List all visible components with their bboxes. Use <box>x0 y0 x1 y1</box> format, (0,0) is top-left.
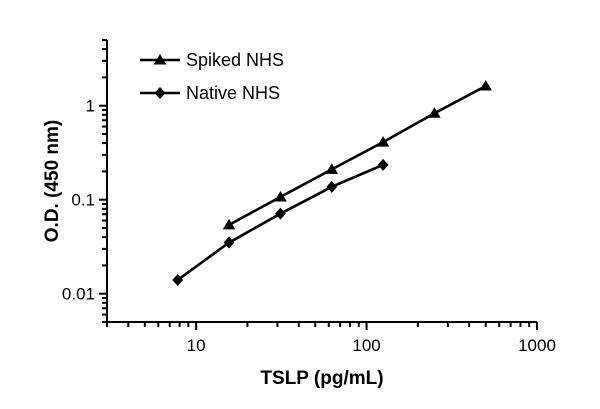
series-native-nhs <box>172 158 389 286</box>
data-point <box>275 207 286 220</box>
series-line <box>176 163 384 282</box>
x-tick-label: 100 <box>352 336 380 355</box>
legend-marker <box>153 54 167 65</box>
data-point <box>222 218 236 230</box>
y-tick-label: 1 <box>86 97 95 116</box>
series-spiked-nhs <box>222 80 492 230</box>
data-point <box>325 163 339 174</box>
data-point <box>223 236 235 249</box>
data-point <box>172 273 184 286</box>
legend-marker <box>154 87 166 99</box>
x-axis-title: TSLP (pg/mL) <box>260 368 383 389</box>
series-line <box>228 84 487 227</box>
data-point <box>377 158 389 171</box>
data-point <box>274 190 287 202</box>
data-point <box>376 136 390 147</box>
legend-label: Native NHS <box>186 83 280 103</box>
y-axis-ticks: 0.01 0.1 1 <box>62 39 107 323</box>
y-axis-title: O.D. (450 nm) <box>42 120 63 242</box>
plot-area: 10 100 1000 0.01 0.1 1 <box>62 39 556 355</box>
data-point <box>479 80 492 91</box>
legend-item-spiked-nhs: Spiked NHS <box>140 50 284 70</box>
y-tick-label: 0.1 <box>71 191 95 210</box>
y-tick-label: 0.01 <box>62 285 95 304</box>
legend-item-native-nhs: Native NHS <box>140 83 280 103</box>
x-tick-label: 1000 <box>518 336 556 355</box>
legend: Spiked NHS Native NHS <box>140 50 284 103</box>
legend-label: Spiked NHS <box>186 50 284 70</box>
series-layer <box>172 80 492 286</box>
data-point <box>428 107 441 118</box>
x-axis-ticks: 10 100 1000 <box>106 322 556 355</box>
x-tick-label: 10 <box>187 336 206 355</box>
data-point <box>326 180 338 193</box>
